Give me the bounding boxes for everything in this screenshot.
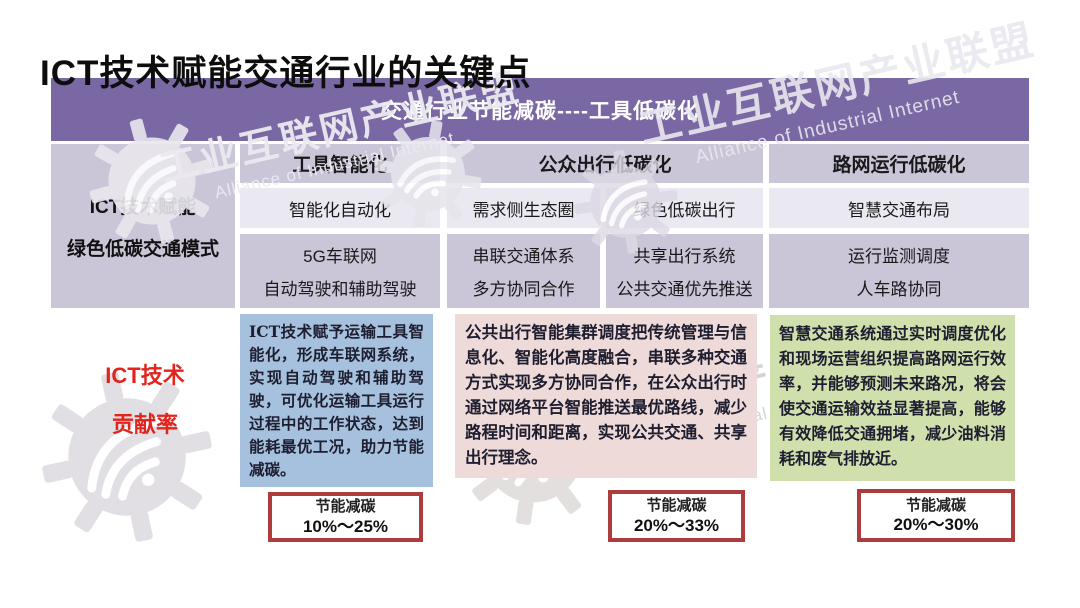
table-cell-line: 5G车联网 (303, 247, 377, 266)
saving-label: 节能减碳 (315, 497, 376, 515)
row-header-ict-modes: ICT技术赋能 绿色低碳交通模式 (51, 144, 235, 308)
table-cell-line: 共享出行系统 (633, 247, 736, 266)
detail-box-public-travel: 公共出行智能集群调度把传统管理与信息化、智能化高度融合，串联多种交通方式实现多方… (455, 314, 757, 478)
table-cell: 5G车联网 自动驾驶和辅助驾驶 (240, 234, 440, 308)
ict-contribution-label: ICT技术 贡献率 (75, 358, 215, 439)
saving-label: 节能减碳 (905, 495, 966, 514)
table-cell: 串联交通体系 多方协同合作 (447, 234, 600, 308)
saving-box-public-travel: 节能减碳 20%～33% (608, 490, 745, 542)
saving-range: 10%～25% (302, 516, 389, 536)
table-cell-line: 人车路协同 (856, 280, 942, 299)
table-cell: 绿色低碳出行 (606, 188, 763, 228)
section-banner-label: 交通行业节能减碳----工具低碳化 (381, 99, 699, 123)
table-cell-line: 多方协同合作 (472, 280, 575, 299)
column-header-tools: 工具智能化 (240, 144, 440, 183)
table-cell-line: 自动驾驶和辅助驾驶 (263, 280, 417, 299)
saving-range: 20%～30% (893, 515, 979, 535)
detail-box-tools: ICT技术赋予运输工具智能化，形成车联网系统，实现自动驾驶和辅助驾驶，可优化运输… (240, 314, 433, 487)
table-cell-line: 公共交通优先推送 (616, 280, 753, 299)
table-cell-line: 串联交通体系 (472, 247, 575, 266)
table-cell-line: 运行监测调度 (848, 247, 950, 266)
table-cell: 智能化自动化 (240, 188, 440, 228)
row-header-line1: ICT技术赋能 (89, 196, 197, 218)
table-cell: 共享出行系统 公共交通优先推送 (606, 234, 763, 308)
column-header-road-network: 路网运行低碳化 (769, 144, 1029, 183)
page-title: ICT技术赋能交通行业的关键点 (40, 54, 532, 94)
saving-label: 节能减碳 (646, 496, 707, 514)
saving-box-tools: 节能减碳 10%～25% (268, 492, 423, 542)
table-cell: 智慧交通布局 (769, 188, 1029, 228)
ict-contribution-line1: ICT技术 (105, 363, 185, 388)
saving-box-road-network: 节能减碳 20%～30% (857, 489, 1015, 542)
saving-range: 20%～33% (633, 515, 720, 535)
row-header-line2: 绿色低碳交通模式 (66, 238, 219, 260)
ict-contribution-line2: 贡献率 (111, 412, 178, 437)
column-header-public-travel: 公众出行低碳化 (447, 144, 763, 183)
table-cell: 运行监测调度 人车路协同 (769, 234, 1029, 308)
detail-box-road-network: 智慧交通系统通过实时调度优化和现场运营组织提高路网运行效率，并能够预测未来路况，… (770, 315, 1015, 481)
section-banner: 交通行业节能减碳----工具低碳化 (51, 78, 1029, 141)
table-cell: 需求侧生态圈 (447, 188, 600, 228)
